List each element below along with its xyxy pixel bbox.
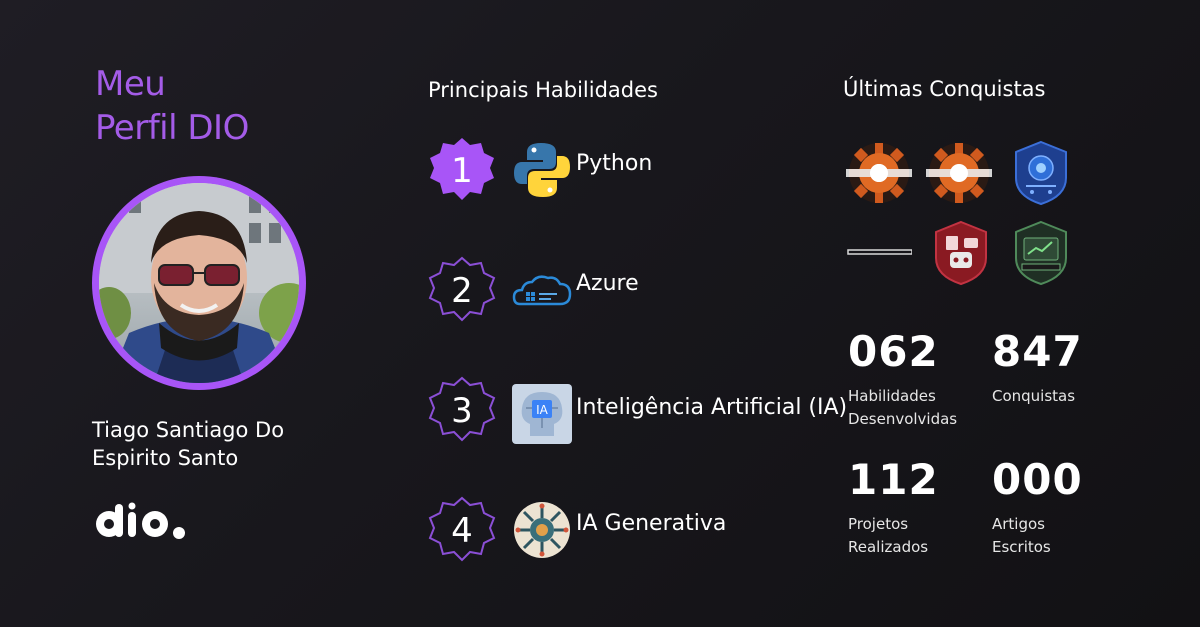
avatar	[92, 176, 306, 390]
rank-number: 1	[451, 151, 473, 191]
stat-label-artigos: Artigos Escritos	[992, 513, 1122, 559]
blank-badge-icon	[847, 249, 912, 255]
stat-value-conquistas: 847	[992, 327, 1083, 376]
skill-item-ia-generativa: 4 IA Generativa	[428, 496, 868, 566]
rank-number: 3	[451, 391, 473, 431]
user-name-line-1: Tiago Santiago Do	[92, 418, 285, 442]
skills-heading: Principais Habilidades	[428, 78, 658, 102]
rank-badge-1: 1	[430, 138, 494, 200]
skill-label: IA Generativa	[576, 511, 727, 536]
title-line-1: Meu	[95, 64, 166, 104]
stat-label-line-2: Escritos	[992, 538, 1051, 556]
stat-label-line-1: Conquistas	[992, 387, 1076, 405]
stat-label-habilidades: Habilidades Desenvolvidas	[848, 385, 978, 431]
dio-logo	[95, 502, 195, 542]
gear-badge-icon	[926, 143, 992, 203]
ai-chip-icon	[514, 502, 570, 558]
rank-badge-3: 3	[428, 376, 496, 442]
rank-number: 4	[451, 511, 473, 551]
profile-photo	[99, 183, 299, 383]
title-line-2: Perfil DIO	[95, 108, 249, 148]
skill-item-azure: 2 Azure	[428, 256, 868, 326]
skill-label: Azure	[576, 271, 639, 296]
stat-label-line-1: Projetos	[848, 515, 909, 533]
stat-label-line-1: Artigos	[992, 515, 1045, 533]
user-name: Tiago Santiago Do Espirito Santo	[92, 416, 352, 472]
skill-label: Inteligência Artificial (IA)	[576, 395, 848, 420]
stat-label-projetos: Projetos Realizados	[848, 513, 978, 559]
page-title: Meu Perfil DIO	[95, 62, 249, 150]
stat-value-artigos: 000	[992, 455, 1083, 504]
user-name-line-2: Espirito Santo	[92, 446, 239, 470]
stat-label-line-2: Desenvolvidas	[848, 410, 958, 428]
azure-cloud-icon	[512, 275, 572, 306]
python-logo-icon	[514, 143, 570, 197]
stat-label-line-1: Habilidades	[848, 387, 936, 405]
stat-label-conquistas: Conquistas	[992, 385, 1122, 408]
rank-number: 2	[451, 271, 473, 311]
green-shield-badge-icon	[1015, 220, 1067, 286]
blue-shield-badge-icon	[1015, 140, 1067, 206]
achievements-heading: Últimas Conquistas	[843, 77, 1046, 101]
ai-head-icon: IA	[512, 384, 572, 444]
skill-label: Python	[576, 151, 653, 176]
stat-label-line-2: Realizados	[848, 538, 929, 556]
stat-value-projetos: 112	[848, 455, 939, 504]
rank-badge-2: 2	[428, 256, 496, 322]
gear-badge-icon	[846, 143, 912, 203]
red-shield-robot-badge-icon	[935, 220, 987, 286]
stat-value-habilidades: 062	[848, 327, 939, 376]
skill-item-python: 1 Python	[428, 136, 868, 206]
rank-badge-4: 4	[428, 496, 496, 562]
svg-text:IA: IA	[536, 403, 549, 417]
skill-item-ia: 3 IA Inteligência Artificial (IA)	[428, 376, 868, 446]
